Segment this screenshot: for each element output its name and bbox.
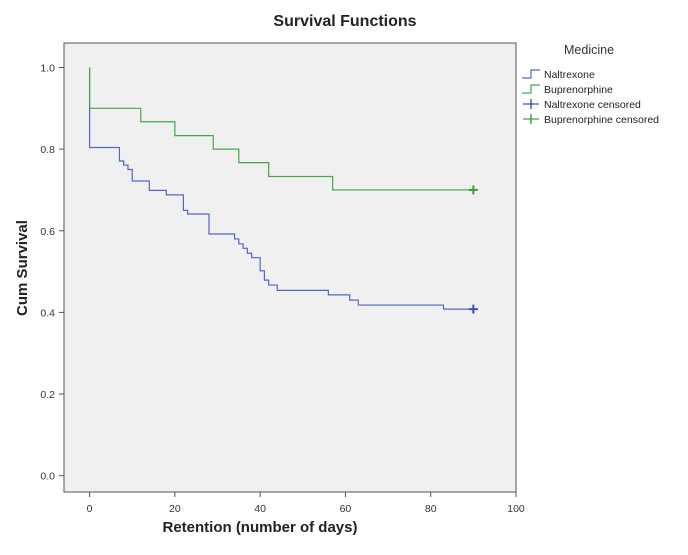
chart-title: Survival Functions xyxy=(273,13,416,30)
legend-step-icon xyxy=(522,69,540,79)
legend-label: Naltrexone xyxy=(544,69,595,81)
y-tick-label: 0.4 xyxy=(40,307,55,319)
plot-area xyxy=(63,42,517,493)
y-tick-label: 1.0 xyxy=(40,62,55,74)
y-axis: 0.0 0.2 0.4 0.6 0.8 1.0 xyxy=(40,62,64,483)
legend-item: Buprenorphine xyxy=(522,84,613,96)
series-line-naltrexone xyxy=(88,67,474,310)
x-tick-label: 100 xyxy=(507,503,525,515)
x-tick-label: 40 xyxy=(254,503,266,515)
y-tick-label: 0.2 xyxy=(40,389,55,401)
legend-label: Buprenorphine xyxy=(544,84,613,96)
x-tick-label: 60 xyxy=(340,503,352,515)
legend-title: Medicine xyxy=(564,43,614,57)
legend-label: Naltrexone censored xyxy=(544,99,641,111)
series-line-buprenorphine xyxy=(88,67,474,191)
censor-mark-naltrexone xyxy=(468,304,478,314)
x-axis-label: Retention (number of days) xyxy=(162,519,357,536)
y-axis-label: Cum Survival xyxy=(14,220,31,316)
legend-item: Naltrexone censored xyxy=(523,99,641,111)
legend: Medicine Naltrexone Buprenorphine Naltrexo… xyxy=(522,43,659,126)
x-tick-label: 80 xyxy=(425,503,437,515)
legend-item: Naltrexone xyxy=(522,69,595,81)
y-tick-label: 0.8 xyxy=(40,144,55,156)
series-layer xyxy=(88,67,474,310)
censor-mark-buprenorphine xyxy=(468,185,478,195)
censor-marks xyxy=(468,185,478,314)
legend-label: Buprenorphine censored xyxy=(544,114,659,126)
y-tick-label: 0.6 xyxy=(40,226,55,238)
x-tick-label: 0 xyxy=(87,503,93,515)
legend-item: Buprenorphine censored xyxy=(523,114,659,126)
y-tick-label: 0.0 xyxy=(40,471,55,483)
x-tick-label: 20 xyxy=(169,503,181,515)
legend-step-icon xyxy=(522,84,540,94)
x-axis: 0 20 40 60 80 100 xyxy=(87,492,525,515)
